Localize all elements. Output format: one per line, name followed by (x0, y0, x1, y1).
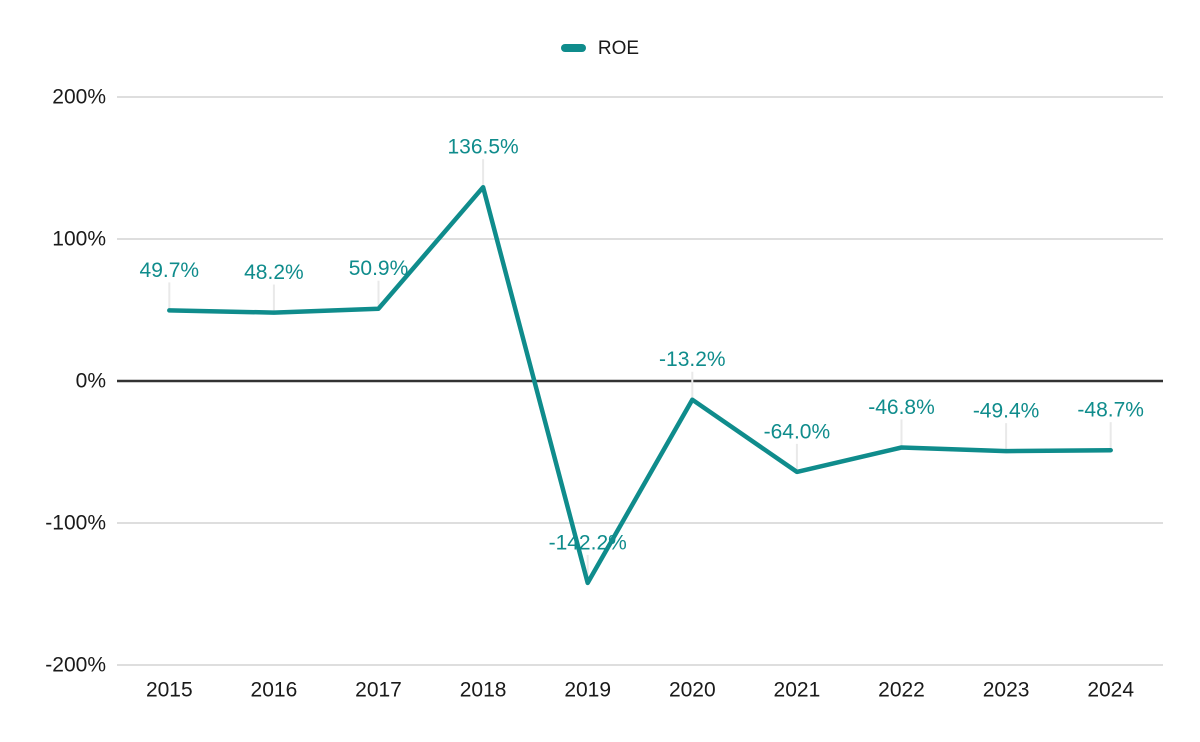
data-point-label: 48.2% (244, 261, 304, 284)
x-tick-label: 2024 (1087, 679, 1134, 702)
x-tick-label: 2015 (146, 679, 193, 702)
x-tick-label: 2018 (460, 679, 507, 702)
legend-swatch-roe (560, 44, 586, 52)
data-point-label: 136.5% (447, 136, 518, 159)
y-tick-label: -200% (45, 654, 106, 677)
x-tick-label: 2023 (983, 679, 1030, 702)
x-tick-label: 2019 (564, 679, 611, 702)
y-tick-label: 200% (52, 86, 106, 109)
legend[interactable]: ROE (0, 38, 1200, 58)
y-tick-label: 100% (52, 228, 106, 251)
data-point-label: -64.0% (764, 420, 831, 443)
x-tick-label: 2017 (355, 679, 402, 702)
data-point-label: 50.9% (349, 257, 409, 280)
data-point-label: -49.4% (973, 400, 1040, 423)
data-point-label: -48.7% (1077, 399, 1144, 422)
data-point-label: -46.8% (868, 396, 935, 419)
y-tick-label: -100% (45, 512, 106, 535)
y-tick-label: 0% (76, 370, 106, 393)
legend-label-roe: ROE (597, 37, 640, 59)
x-tick-label: 2021 (774, 679, 821, 702)
x-tick-label: 2022 (878, 679, 925, 702)
x-tick-label: 2020 (669, 679, 716, 702)
data-point-label: 49.7% (140, 259, 200, 282)
x-tick-label: 2016 (251, 679, 298, 702)
data-point-label: -142.2% (549, 531, 627, 554)
roe-series-line (167, 184, 1113, 586)
data-point-label: -13.2% (659, 348, 726, 371)
